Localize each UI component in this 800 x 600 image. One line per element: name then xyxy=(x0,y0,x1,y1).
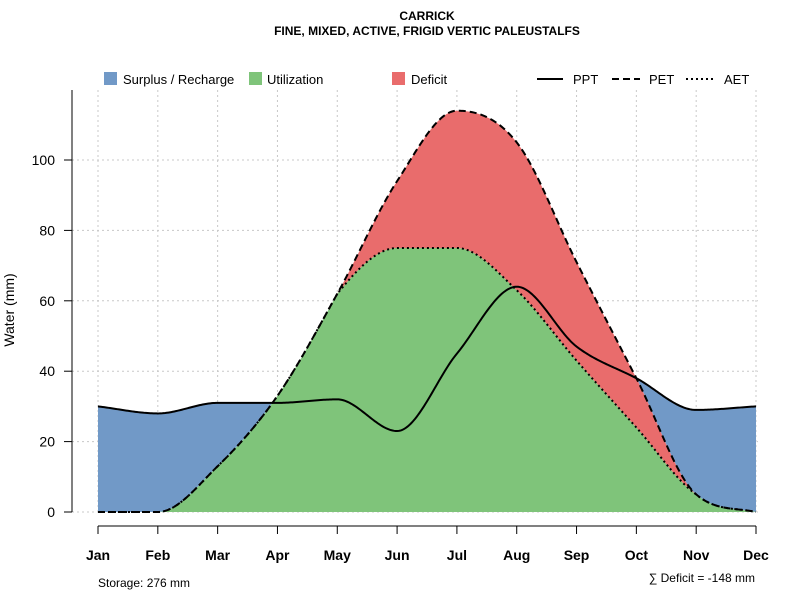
line-pet xyxy=(98,109,757,513)
legend-label-aet: AET xyxy=(724,72,749,87)
legend-label-ppt: PPT xyxy=(573,72,598,87)
y-axis-label: Water (mm) xyxy=(1,273,17,346)
x-tick-label: Aug xyxy=(503,547,530,563)
x-tick-label: Apr xyxy=(265,547,290,563)
area-deficit xyxy=(98,110,756,512)
deficit-note: ∑ Deficit = -148 mm xyxy=(649,571,755,585)
y-tick-label: 0 xyxy=(47,504,55,520)
legend-label-pet: PET xyxy=(649,72,674,87)
x-tick-label: Jan xyxy=(86,547,110,563)
legend-label-deficit: Deficit xyxy=(411,72,448,87)
legend-swatch-deficit xyxy=(392,72,405,85)
legend-swatch-utilization xyxy=(249,72,262,85)
x-tick-label: Nov xyxy=(683,547,710,563)
storage-note: Storage: 276 mm xyxy=(98,576,190,590)
x-tick-label: Dec xyxy=(743,547,769,563)
lines xyxy=(97,109,757,513)
x-tick-label: May xyxy=(324,547,351,563)
axes: 0 20 40 60 80 100 Jan Feb Mar Apr May Jun Jul Aug Sep O… xyxy=(32,90,769,563)
legend-swatch-surplus xyxy=(104,72,117,85)
x-tick-label: Jul xyxy=(447,547,467,563)
line-ppt xyxy=(97,285,757,433)
x-tick-label: Jun xyxy=(385,547,410,563)
area-surplus-recharge xyxy=(98,286,756,512)
line-aet xyxy=(98,247,757,513)
x-tick-label: Mar xyxy=(205,547,230,563)
y-tick-label: 100 xyxy=(32,152,56,168)
y-tick-label: 40 xyxy=(39,363,55,379)
areas xyxy=(98,110,756,512)
legend-label-utilization: Utilization xyxy=(267,72,323,87)
chart-title: CARRICK xyxy=(399,9,455,23)
area-utilization xyxy=(98,248,756,512)
legend: Surplus / Recharge Utilization Deficit P… xyxy=(104,72,749,87)
legend-label-surplus: Surplus / Recharge xyxy=(123,72,234,87)
x-tick-label: Feb xyxy=(145,547,170,563)
chart-subtitle: FINE, MIXED, ACTIVE, FRIGID VERTIC PALEU… xyxy=(274,24,580,38)
y-tick-label: 60 xyxy=(39,293,55,309)
x-tick-label: Oct xyxy=(625,547,649,563)
y-tick-label: 80 xyxy=(39,222,55,238)
x-tick-label: Sep xyxy=(564,547,590,563)
y-tick-label: 20 xyxy=(39,434,55,450)
